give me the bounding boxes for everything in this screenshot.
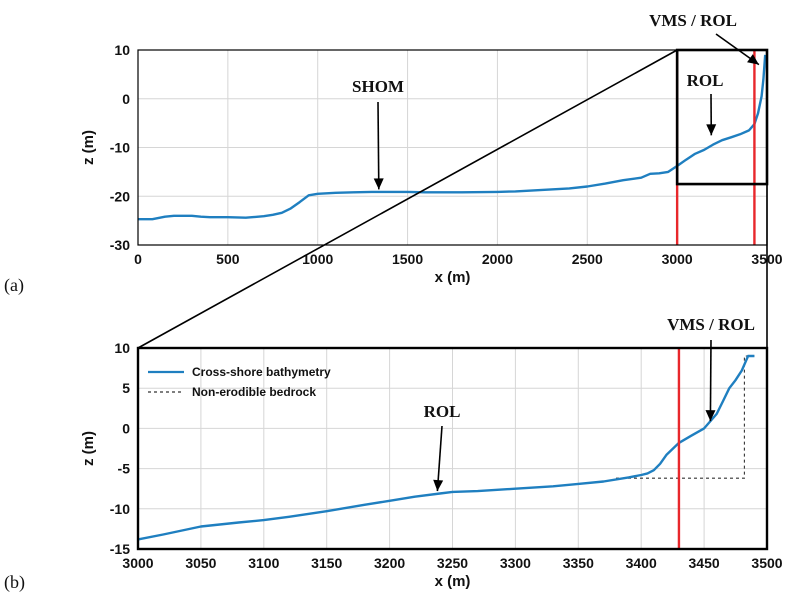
panel-label-a: (a) [4, 275, 24, 296]
b-xtick-label: 3250 [437, 555, 468, 571]
a-xtick-label: 500 [216, 251, 240, 267]
b-annotation-arrow-1 [709, 339, 712, 422]
a-ytick-label: 0 [122, 91, 130, 107]
annotations-a: SHOM ROL VMS / ROL [352, 11, 760, 190]
grid-b [137, 347, 768, 550]
a-ytick-label: 10 [114, 42, 130, 58]
y-axis-label-a: z (m) [80, 130, 97, 165]
b-annotation-label-1: VMS / ROL [667, 315, 755, 334]
a-xtick-label: 3000 [662, 251, 693, 267]
a-ytick-label: -10 [110, 140, 130, 156]
bathymetry-line-a [138, 54, 767, 221]
grid-a [137, 49, 768, 246]
zoom-box [675, 48, 769, 186]
a-annotation-arrowhead-1 [706, 124, 717, 136]
a-xtick-label: 1500 [392, 251, 423, 267]
panel-b: 3000 3050 3100 3150 3200 3250 3300 3350 3400 3450… [4, 315, 783, 593]
series-a [138, 54, 767, 221]
b-ytick-label: -5 [118, 461, 131, 477]
a-annotation-label-2: VMS / ROL [649, 11, 737, 30]
plot-frame-b [136, 346, 769, 551]
b-xtick-label: 3500 [751, 555, 782, 571]
bathymetry-line-b [137, 354, 755, 541]
b-ytick-label: 5 [122, 380, 130, 396]
b-xtick-label: 3350 [563, 555, 594, 571]
b-annotation-arrowhead-1 [705, 410, 716, 422]
b-ytick-label: -10 [110, 501, 130, 517]
panel-a: 0 500 1000 1500 2000 2500 3000 3500-30-20-10010… [4, 11, 783, 296]
a-xtick-label: 2000 [482, 251, 513, 267]
b-annotation-arrowhead-0 [433, 479, 444, 492]
b-xtick-label: 3400 [626, 555, 657, 571]
annotations-b: ROL VMS / ROL [424, 315, 755, 492]
series-b [137, 354, 755, 541]
b-xtick-label: 3150 [311, 555, 342, 571]
b-ytick-label: 10 [114, 340, 130, 356]
legend-label-bathymetry: Cross-shore bathymetry [192, 365, 331, 379]
a-xtick-label: 0 [134, 251, 142, 267]
legend: Cross-shore bathymetry Non-erodible bedr… [148, 365, 331, 399]
bedrock-line-b [616, 355, 755, 479]
a-annotation-arrow-0 [377, 101, 380, 190]
b-xtick-label: 3050 [185, 555, 216, 571]
y-axis-label-b: z (m) [80, 431, 97, 466]
panel-label-b: (b) [4, 572, 25, 593]
a-ytick-label: -30 [110, 237, 130, 253]
a-ytick-label: -20 [110, 188, 130, 204]
x-axis-label-a: x (m) [435, 269, 471, 286]
b-ytick-label: -15 [110, 541, 130, 557]
b-xtick-label: 3450 [689, 555, 720, 571]
a-xtick-label: 2500 [572, 251, 603, 267]
legend-label-bedrock: Non-erodible bedrock [192, 385, 316, 399]
a-annotation-arrowhead-0 [373, 178, 384, 190]
x-axis-label-b: x (m) [435, 573, 471, 590]
b-xtick-label: 3100 [248, 555, 279, 571]
b-ytick-label: 0 [122, 420, 130, 436]
zoom-connector-left [137, 49, 678, 349]
a-annotation-label-1: ROL [687, 71, 724, 90]
ticks-b: 3000 3050 3100 3150 3200 3250 3300 3350 3400 3450… [110, 340, 783, 571]
a-xtick-label: 1000 [302, 251, 333, 267]
a-annotation-label-0: SHOM [352, 77, 404, 96]
b-xtick-label: 3200 [374, 555, 405, 571]
b-xtick-label: 3000 [122, 555, 153, 571]
b-annotation-label-0: ROL [424, 402, 461, 421]
a-annotation-arrowhead-2 [747, 54, 759, 65]
b-xtick-label: 3300 [500, 555, 531, 571]
